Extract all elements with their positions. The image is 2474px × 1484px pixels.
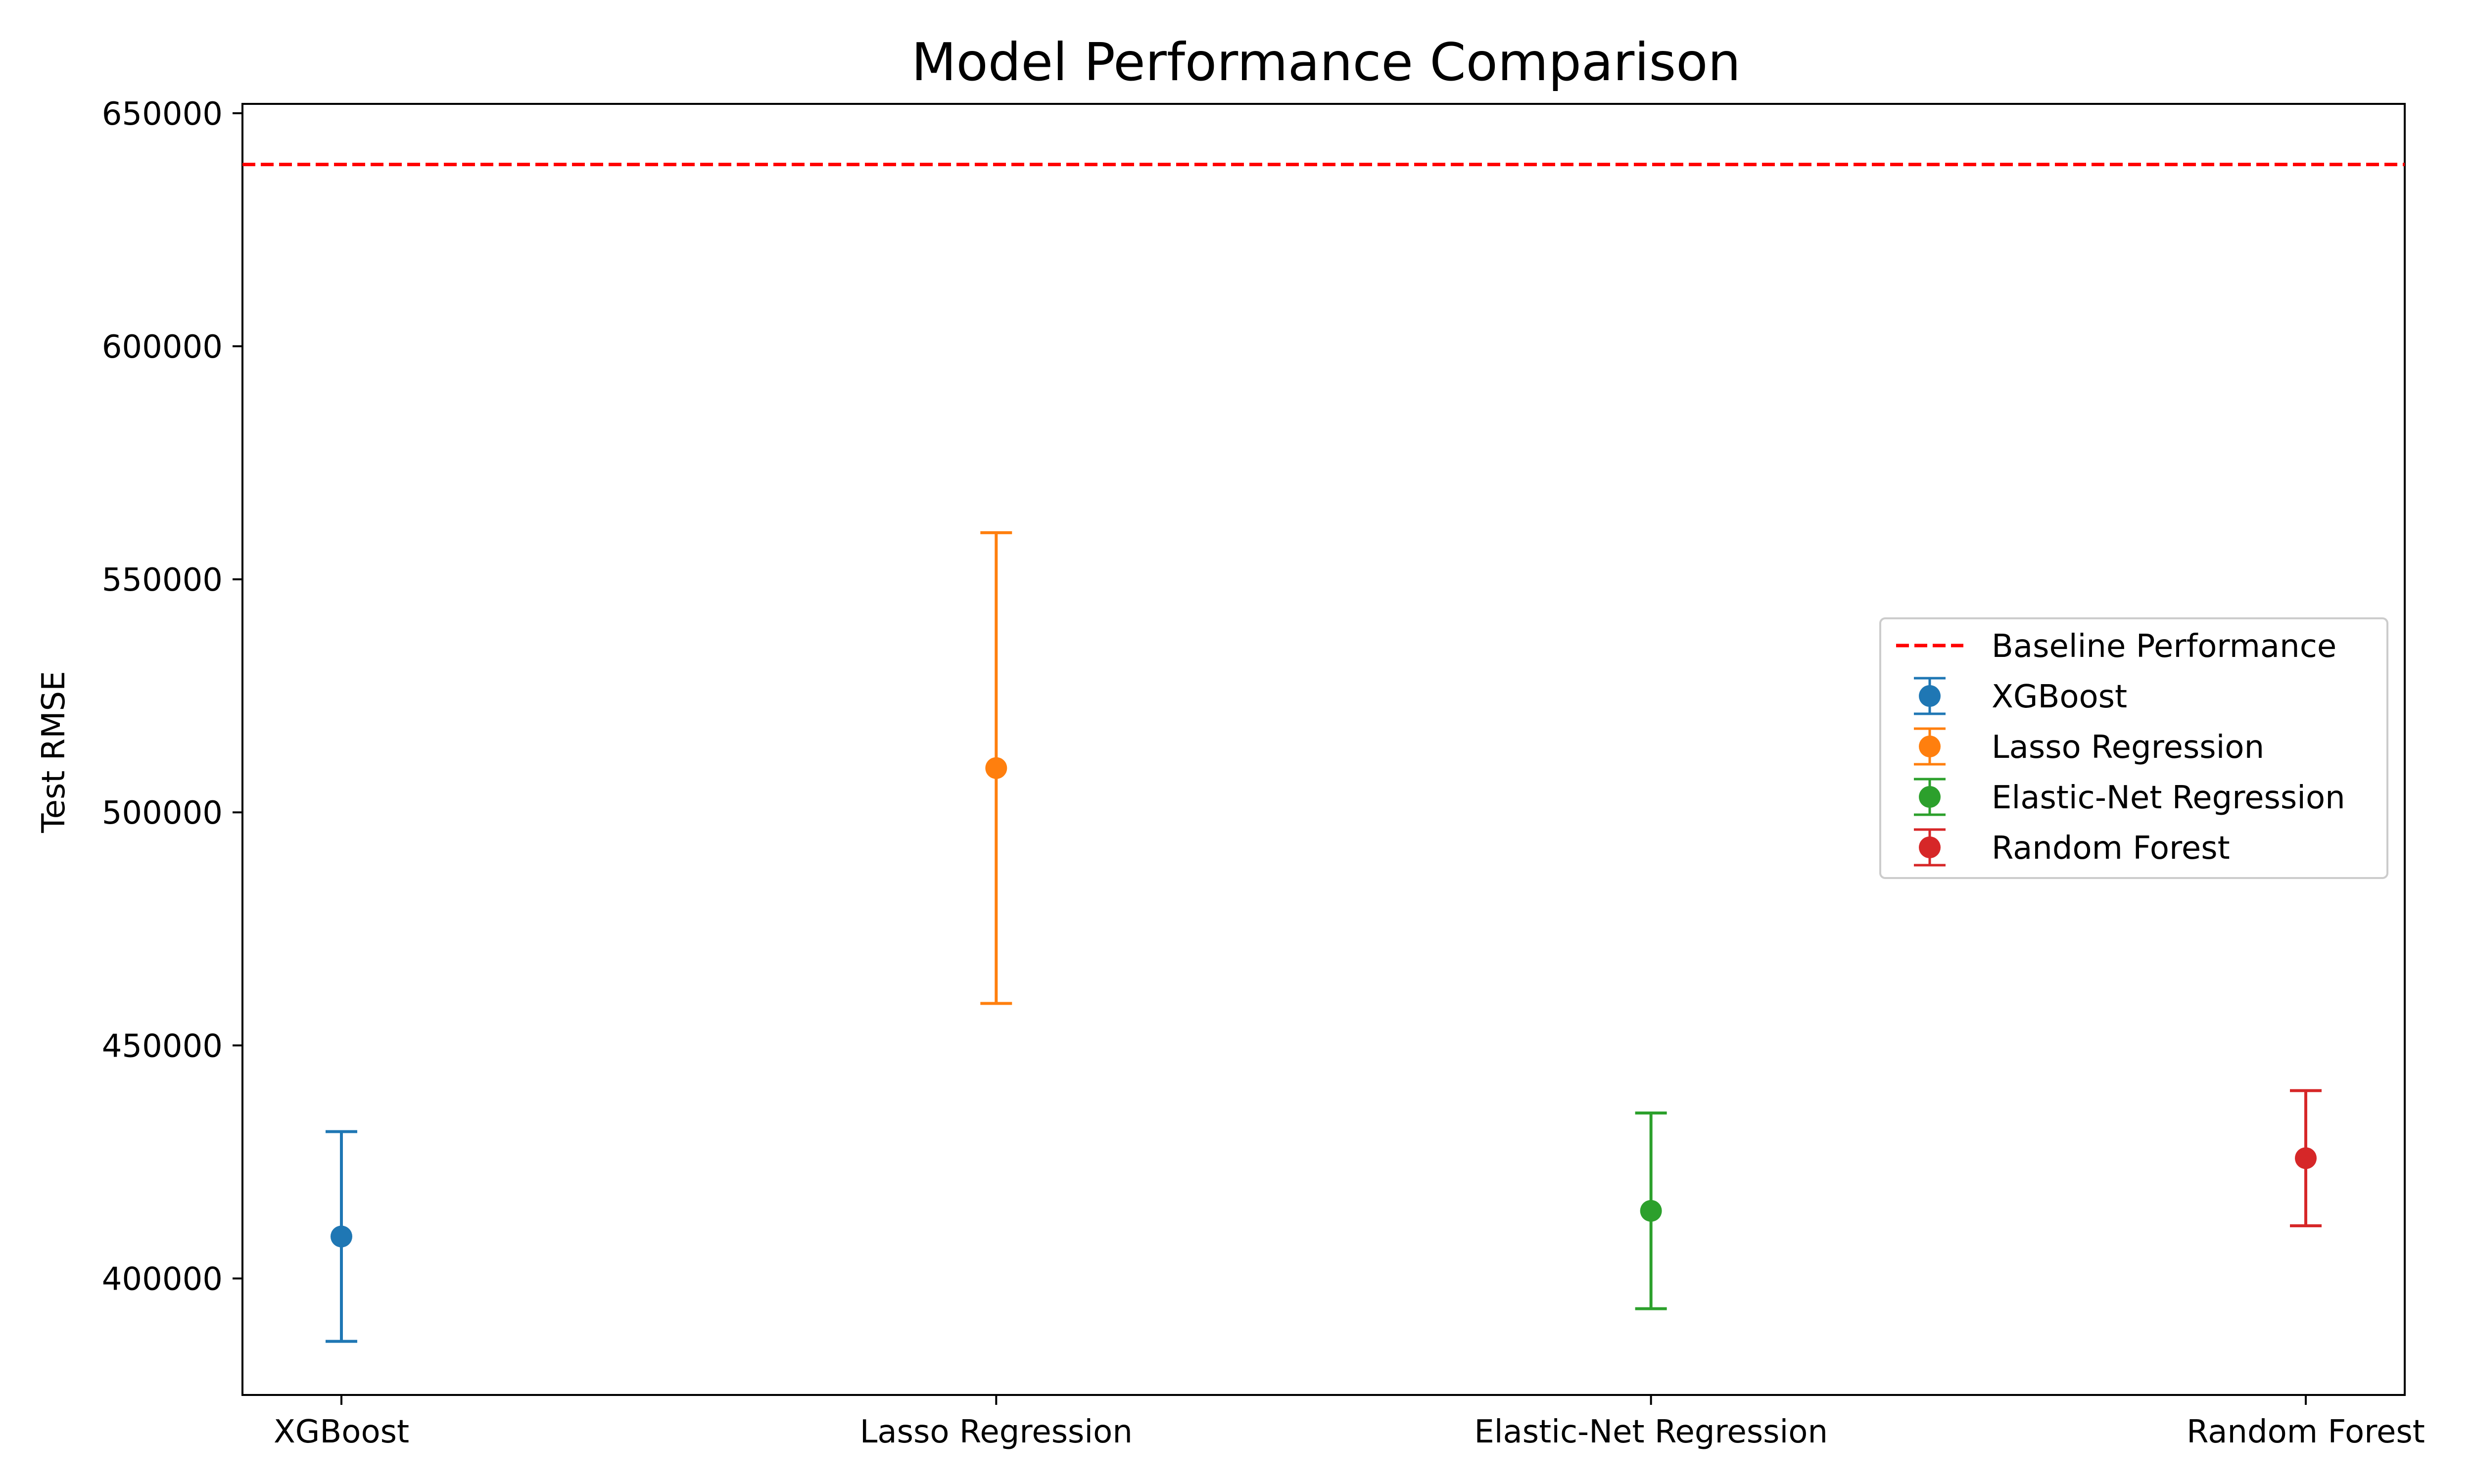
data-point <box>985 757 1007 779</box>
data-point <box>1640 1200 1662 1222</box>
x-tick-label: Elastic-Net Regression <box>1474 1414 1828 1450</box>
legend-label: XGBoost <box>1992 679 2127 715</box>
legend-swatch-point <box>1919 786 1941 808</box>
legend-baseline-label: Baseline Performance <box>1992 628 2336 665</box>
legend-label: Elastic-Net Regression <box>1992 780 2345 816</box>
legend: Baseline Performance XGBoost Lasso Regress… <box>1879 617 2388 879</box>
y-tick-label: 500000 <box>102 795 223 832</box>
y-tick-label: 650000 <box>102 96 223 133</box>
y-axis-label: Test RMSE <box>36 671 72 833</box>
data-point <box>331 1225 352 1248</box>
y-tick-label: 450000 <box>102 1028 223 1065</box>
legend-label: Random Forest <box>1992 830 2230 867</box>
plot-area: 400000 450000 500000 550000 600000 650000 XGBo… <box>102 96 2425 1450</box>
x-tick-label: Random Forest <box>2187 1414 2425 1450</box>
legend-swatch-point <box>1919 836 1941 858</box>
legend-label: Lasso Regression <box>1992 729 2264 766</box>
legend-swatch-point <box>1919 736 1941 757</box>
y-tick-label: 600000 <box>102 329 223 366</box>
data-point <box>2295 1147 2317 1169</box>
x-tick-label: Lasso Regression <box>860 1414 1133 1450</box>
x-tick-label: XGBoost <box>274 1414 409 1450</box>
y-tick-label: 400000 <box>102 1261 223 1298</box>
y-tick-label: 550000 <box>102 562 223 599</box>
legend-box <box>1879 617 2388 879</box>
plot-frame <box>241 103 2406 1396</box>
legend-swatch-point <box>1919 685 1941 707</box>
chart-title: Model Performance Comparison <box>911 32 1741 93</box>
